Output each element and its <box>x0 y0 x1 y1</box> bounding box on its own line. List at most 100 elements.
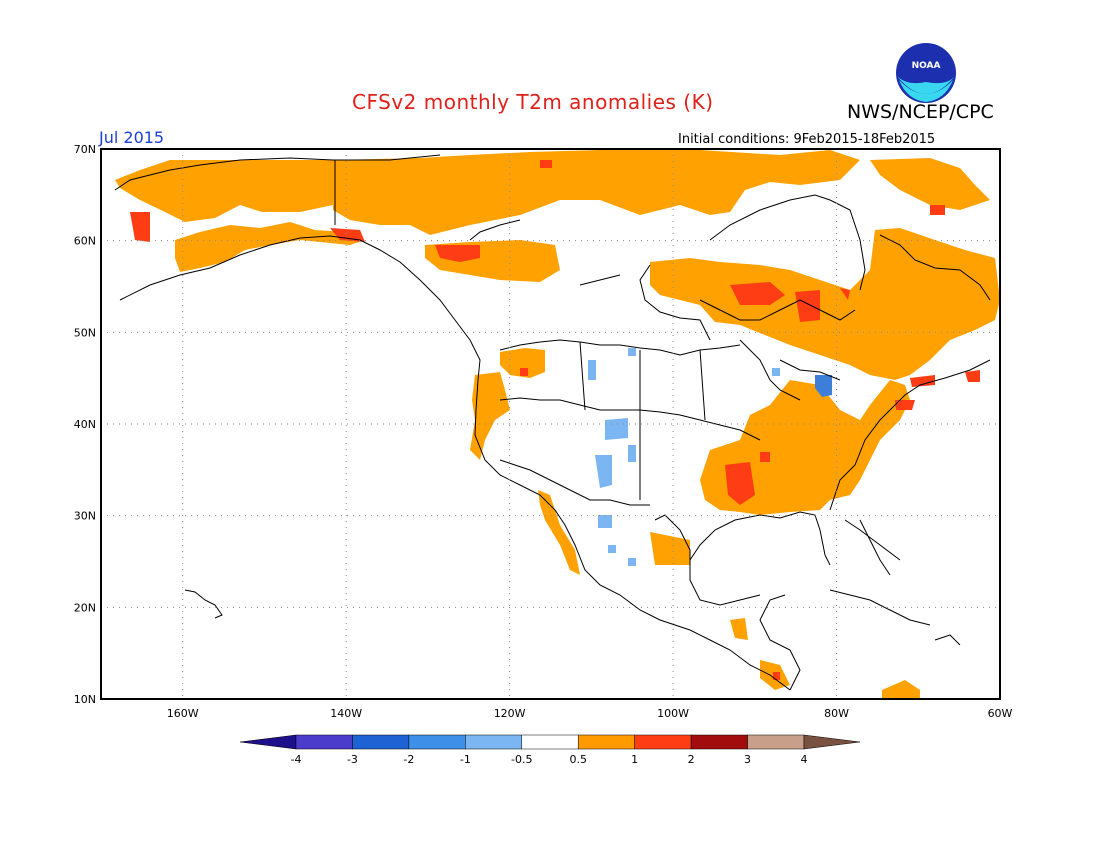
warm-anomaly-area <box>870 158 990 210</box>
lat-label: 20N <box>74 601 96 614</box>
colorbar-label: -2 <box>403 753 414 766</box>
initial-conditions: Initial conditions: 9Feb2015-18Feb2015 <box>678 132 936 147</box>
cool-anomaly-area <box>628 445 636 462</box>
colorbar-label: -3 <box>347 753 358 766</box>
colorbar-label: 2 <box>688 753 695 766</box>
coastline-segment <box>469 219 521 241</box>
lon-label: 60W <box>988 707 1013 720</box>
warm-anomaly-area <box>538 490 580 575</box>
lon-label: 120W <box>494 707 526 720</box>
strong-warm-anomaly-area <box>965 370 980 382</box>
coastline-segment <box>879 234 991 301</box>
strong-warm-anomaly-area <box>773 672 780 680</box>
colorbar-swatch <box>295 734 353 750</box>
longitude-labels: 160W 140W 120W 100W 80W 60W <box>167 707 1013 720</box>
strong-warm-anomaly-area <box>725 462 755 505</box>
coastline-segment <box>639 264 711 341</box>
moderate-cool-anomaly-area <box>815 375 832 397</box>
lon-label: 160W <box>167 707 199 720</box>
coastline-segment <box>119 235 791 691</box>
latitude-labels: 70N 60N 50N 40N 30N 20N 10N <box>74 143 96 706</box>
coastline-segment <box>934 634 961 646</box>
coastline-segment <box>859 519 891 576</box>
colorbar-label: 0.5 <box>569 753 587 766</box>
strong-warm-anomaly-area <box>130 212 150 242</box>
colorbar-label: -0.5 <box>511 753 532 766</box>
coastline-segment <box>709 194 866 291</box>
colorbar-label: -1 <box>460 753 471 766</box>
strong-warm-anomaly-area <box>910 375 935 387</box>
lat-label: 40N <box>74 418 96 431</box>
strong-warm-anomaly-area <box>795 290 820 322</box>
coastline-segment <box>114 154 441 191</box>
lat-label: 70N <box>74 143 96 156</box>
cool-anomaly-area <box>628 348 636 356</box>
colorbar-low-arrow <box>239 734 297 750</box>
coastline-segment <box>779 359 841 381</box>
lon-label: 100W <box>657 707 689 720</box>
lon-label: 80W <box>824 707 849 720</box>
lat-label: 10N <box>74 693 96 706</box>
strong-warm-anomaly-area <box>435 245 480 262</box>
forecast-month: Jul 2015 <box>99 128 165 147</box>
strong-warm-anomaly-area <box>730 282 785 305</box>
warm-anomaly-area <box>333 150 860 235</box>
cool-anomaly-area <box>598 515 612 528</box>
svg-text:NOAA: NOAA <box>912 61 941 71</box>
warm-anomaly-area <box>115 160 333 222</box>
cool-anomaly-area <box>628 558 636 566</box>
colorbar-label: 3 <box>744 753 751 766</box>
strong-warm-anomaly-area <box>895 400 915 410</box>
strong-warm-anomaly-area <box>540 160 552 168</box>
chart-title: CFSv2 monthly T2m anomalies (K) <box>352 90 714 114</box>
warm-anomaly-area <box>470 372 510 460</box>
strong-warm-anomaly-area <box>520 368 528 376</box>
coastline-segment <box>689 511 831 566</box>
map-frame <box>100 148 1001 700</box>
colorbar-swatch <box>521 734 579 750</box>
coastline-segment <box>579 274 621 286</box>
coastline-segment <box>699 349 706 421</box>
coastline-segment <box>699 299 856 321</box>
coastline-segment <box>829 359 991 511</box>
coastline-segment <box>579 341 586 411</box>
cool-anomaly-area <box>608 545 616 553</box>
coastline-segment <box>499 459 650 506</box>
strong-warm-anomaly-area <box>760 452 770 462</box>
cool-anomaly-area <box>588 360 596 380</box>
colorbar-swatch <box>408 734 466 750</box>
coastline-layer <box>114 154 991 691</box>
noaa-logo-icon: NOAA <box>896 43 956 103</box>
coastline-segment <box>739 339 801 401</box>
lat-label: 30N <box>74 510 96 523</box>
warm-anomaly-area <box>882 680 920 699</box>
warm-anomaly-area <box>650 228 1000 380</box>
lon-label: 140W <box>330 707 362 720</box>
colorbar-swatch <box>634 734 692 750</box>
coastline-segment <box>499 397 761 441</box>
coastline-segment <box>654 514 761 606</box>
colorbar-label: 4 <box>801 753 808 766</box>
cool-anomaly-area <box>605 418 628 440</box>
colorbar-swatch <box>577 734 635 750</box>
colorbar-swatch <box>352 734 410 750</box>
warm-anomaly-area <box>730 618 748 640</box>
cool-anomaly-area <box>772 368 780 376</box>
lat-label: 50N <box>74 326 96 339</box>
color-legend: -4 -3 -2 -1 -0.5 0.5 1 2 3 4 <box>239 734 861 766</box>
coastline-segment <box>184 589 223 619</box>
cool-anomaly-area <box>595 455 612 488</box>
warm-anomaly-area <box>175 222 365 272</box>
colorbar-high-arrow <box>803 734 861 750</box>
colorbar-swatch <box>747 734 805 750</box>
coastline-segment <box>759 594 801 691</box>
strong-warm-anomaly-area <box>930 205 945 215</box>
warm-anomaly-area <box>500 348 545 378</box>
anomaly-layer <box>115 150 1000 699</box>
colorbar-swatch <box>465 734 523 750</box>
agency-label: NWS/NCEP/CPC <box>847 101 994 123</box>
colorbar-label: 1 <box>631 753 638 766</box>
strong-warm-anomaly-area <box>840 288 850 300</box>
colorbar-label: -4 <box>291 753 302 766</box>
